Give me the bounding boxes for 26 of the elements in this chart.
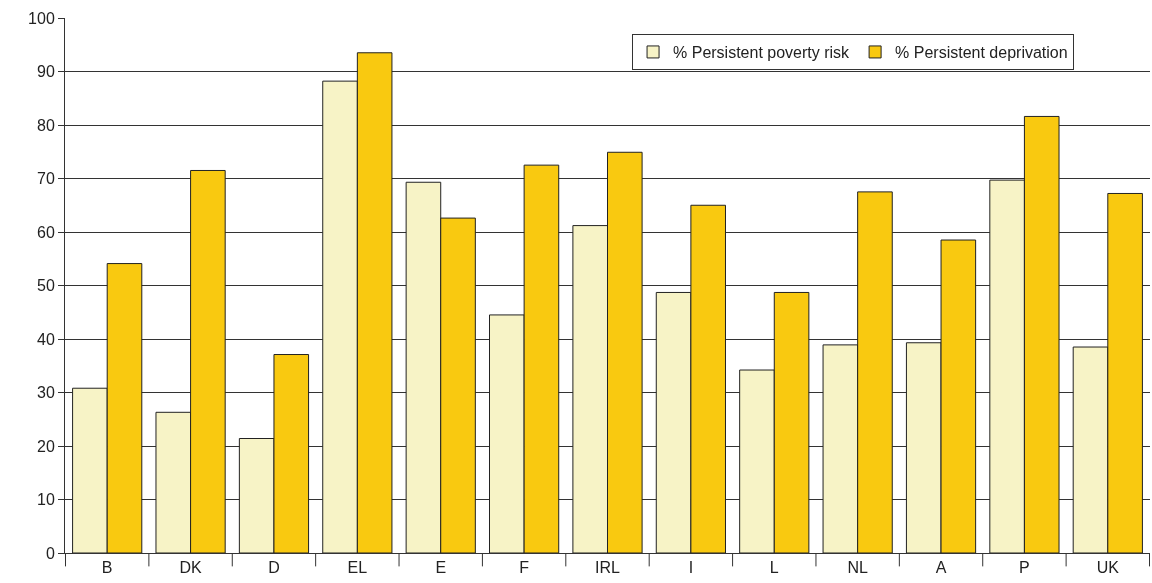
x-tick-label: UK [1096,559,1120,577]
y-tick-label: 0 [45,544,55,562]
x-tick-label: L [769,559,779,577]
x-tick-label: D [268,559,280,577]
x-tick-label: E [435,559,447,577]
y-tick-label: 60 [37,223,55,241]
legend-label: % Persistent deprivation [895,44,1068,62]
x-tick-label: I [688,559,694,577]
y-tick-label: 50 [37,277,55,295]
x-tick-label: B [101,559,113,577]
x-tick-label: P [1019,559,1030,577]
x-tick-label: F [519,559,530,577]
y-tick-label: 80 [37,116,55,134]
y-tick-label: 90 [37,63,55,81]
y-tick-label: 40 [37,330,55,348]
y-tick-label: 30 [37,384,55,402]
x-tick-label: NL [847,559,868,577]
y-tick-label: 100 [28,9,55,27]
x-tick-label: IRL [595,559,621,577]
y-tick-label: 70 [37,170,55,188]
x-tick-label: A [935,559,947,577]
y-tick-label: 20 [37,437,55,455]
x-tick-label: EL [347,559,368,577]
y-tick-label: 10 [37,491,55,509]
legend-label: % Persistent poverty risk [673,44,851,62]
x-tick-label: DK [179,559,203,577]
